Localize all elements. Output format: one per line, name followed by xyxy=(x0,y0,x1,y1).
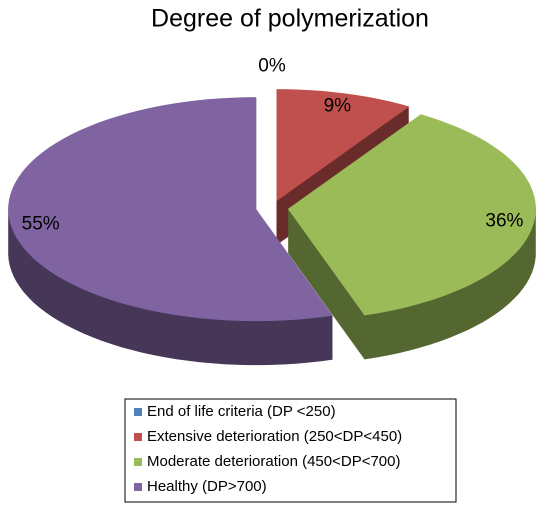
chart-title: Degree of polymerization xyxy=(151,5,429,33)
pie: 0% 9% 36% 55% xyxy=(8,55,536,366)
data-label: 0% xyxy=(258,55,286,76)
data-label: 36% xyxy=(485,210,523,231)
legend-swatch xyxy=(134,408,142,416)
legend-swatch xyxy=(134,483,142,491)
data-label: 55% xyxy=(22,214,60,235)
legend-label: End of life criteria (DP <250) xyxy=(147,403,336,420)
legend-swatch xyxy=(134,433,142,441)
legend-label: Moderate deterioration (450<DP<700) xyxy=(147,453,401,470)
legend-box xyxy=(124,398,457,503)
data-label: 9% xyxy=(324,95,352,116)
slice xyxy=(276,89,410,202)
legend-label: Extensive deterioration (250<DP<450) xyxy=(147,428,402,445)
legend-label: Healthy (DP>700) xyxy=(147,478,267,495)
slice xyxy=(8,97,333,322)
legend: End of life criteria (DP <250) Extensive … xyxy=(134,403,402,495)
legend-swatch xyxy=(134,458,142,466)
slice xyxy=(287,114,536,316)
